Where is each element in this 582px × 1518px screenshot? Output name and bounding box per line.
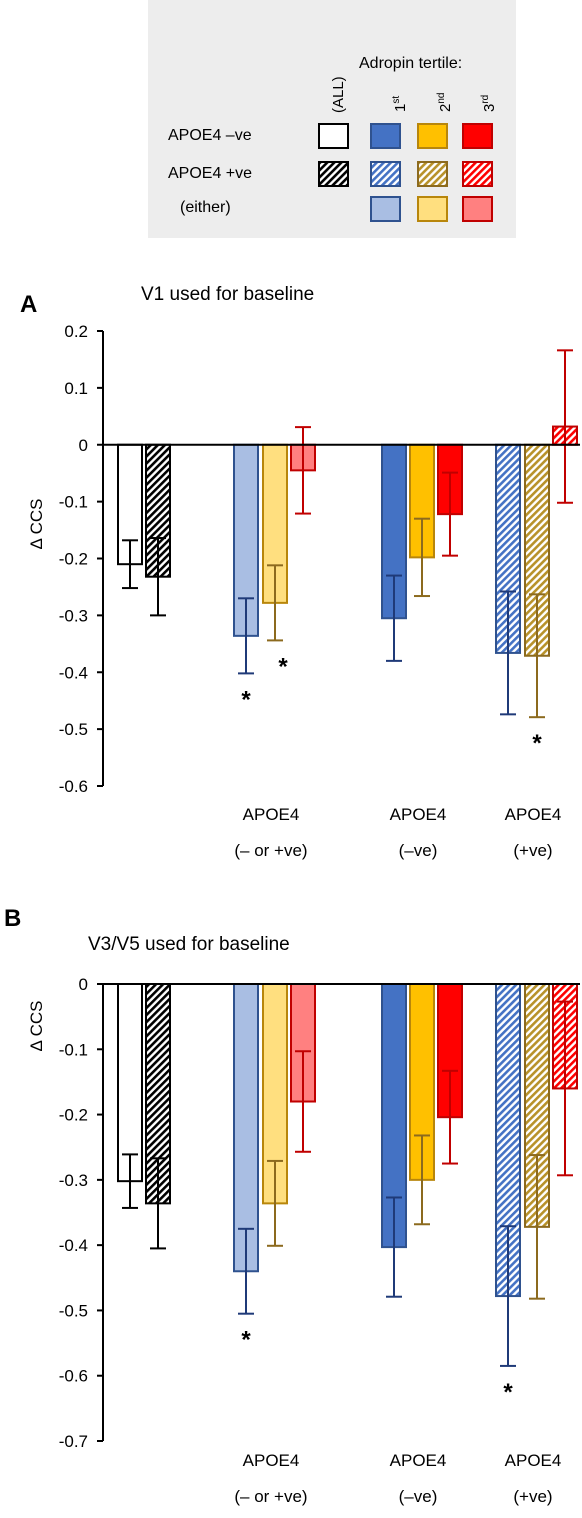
legend-swatch-t1-either xyxy=(370,196,401,222)
panel-b-group-3-line2: (+ve) xyxy=(513,1487,552,1506)
panel-a-y-tick-label: -0.2 xyxy=(59,550,88,569)
panel-a-y-ticks: 0.2 0.1 0 -0.1 -0.2 -0.3 -0.4 -0.5 -0.6 xyxy=(59,322,103,796)
legend-tertile-2: 2nd xyxy=(436,93,454,112)
legend-swatch-t2-neg xyxy=(417,123,448,149)
panel-a-y-tick-label: -0.1 xyxy=(59,493,88,512)
legend-header: Adropin tertile: xyxy=(359,55,462,72)
legend-swatch-t2-either xyxy=(417,196,448,222)
panel-a-significance-marker: * xyxy=(278,653,288,680)
panel-b-bar-1 xyxy=(117,983,143,1183)
panel-b-title: V3/V5 used for baseline xyxy=(88,934,290,955)
panel-b-y-tick-label: -0.4 xyxy=(59,1236,88,1255)
panel-a-bars xyxy=(117,349,578,719)
legend-swatch-t2-pos xyxy=(417,161,448,187)
panel-b-y-tick-label: -0.7 xyxy=(59,1432,88,1451)
panel-b-y-axis-label: Δ CCS xyxy=(27,1000,46,1051)
panel-a-group-1-line2: (– or +ve) xyxy=(234,841,307,860)
panel-b-category-labels: APOE4 (– or +ve) APOE4 (–ve) APOE4 (+ve) xyxy=(234,1451,561,1506)
panel-a-y-tick-label: -0.3 xyxy=(59,606,88,625)
panel-b-letter: B xyxy=(4,905,21,932)
panel-a-letter: A xyxy=(20,291,37,318)
legend-all-label: (ALL) xyxy=(330,76,347,113)
panel-a-y-tick-label: 0.1 xyxy=(64,379,88,398)
legend-tertile-3: 3rd xyxy=(480,95,498,112)
legend-swatch-t3-either xyxy=(462,196,493,222)
panel-a-y-tick-label: 0 xyxy=(79,436,88,455)
panel-a-y-tick-label: -0.4 xyxy=(59,663,88,682)
legend-row-label-pos: APOE4 +ve xyxy=(168,165,252,182)
panel-b-y-tick-label: -0.5 xyxy=(59,1301,88,1320)
panel-b-y-tick-label: -0.3 xyxy=(59,1171,88,1190)
legend-swatch-all-pos xyxy=(318,161,349,187)
panel-b-group-2-line1: APOE4 xyxy=(390,1451,447,1470)
panel-b-y-tick-label: -0.1 xyxy=(59,1040,88,1059)
panel-b-bar-3 xyxy=(233,983,259,1273)
panel-b-group-1-line1: APOE4 xyxy=(243,1451,300,1470)
legend-swatch-all-neg xyxy=(318,123,349,149)
panel-a-group-3-line2: (+ve) xyxy=(513,841,552,860)
panel-a-y-tick-label: -0.5 xyxy=(59,720,88,739)
panel-a-title: V1 used for baseline xyxy=(141,284,314,305)
panel-b-group-1-line2: (– or +ve) xyxy=(234,1487,307,1506)
panel-b-significance-marker: * xyxy=(503,1379,513,1406)
legend-tertile-1: 1st xyxy=(391,96,409,112)
panel-a-axes xyxy=(102,331,580,786)
panel-a-group-1-line1: APOE4 xyxy=(243,805,300,824)
panel-a-group-2-line2: (–ve) xyxy=(399,841,438,860)
panel-a-group-3-line1: APOE4 xyxy=(505,805,562,824)
legend-background xyxy=(148,0,516,238)
panel-b-y-ticks: 0 -0.1 -0.2 -0.3 -0.4 -0.5 -0.6 -0.7 xyxy=(59,975,103,1451)
panel-a-category-labels: APOE4 (– or +ve) APOE4 (–ve) APOE4 (+ve) xyxy=(234,805,561,860)
panel-b: B V3/V5 used for baseline Δ CCS 0 -0.1 -0.… xyxy=(4,905,580,1506)
panel-b-axes xyxy=(102,983,580,1441)
panel-a-y-axis-label: Δ CCS xyxy=(27,498,46,549)
panel-b-markers: ** xyxy=(241,1327,513,1406)
panel-b-significance-marker: * xyxy=(241,1327,251,1354)
legend-row-label-neg: APOE4 –ve xyxy=(168,127,252,144)
legend-swatch-t1-pos xyxy=(370,161,401,187)
panel-b-bars xyxy=(117,983,578,1367)
panel-b-group-2-line2: (–ve) xyxy=(399,1487,438,1506)
legend-row-label-either: (either) xyxy=(180,199,231,216)
legend-swatch-t3-pos xyxy=(462,161,493,187)
legend: Adropin tertile: (ALL) 1st 2nd 3rd APOE4… xyxy=(148,0,516,238)
panel-b-y-tick-label: 0 xyxy=(79,975,88,994)
panel-b-group-3-line1: APOE4 xyxy=(505,1451,562,1470)
panel-a-y-tick-label: 0.2 xyxy=(64,322,88,341)
panel-a: A V1 used for baseline Δ CCS 0.2 0.1 0 -0.1… xyxy=(20,284,580,860)
panel-a-y-tick-label: -0.6 xyxy=(59,777,88,796)
panel-a-significance-marker: * xyxy=(241,686,251,713)
panel-a-group-2-line1: APOE4 xyxy=(390,805,447,824)
panel-b-y-tick-label: -0.2 xyxy=(59,1106,88,1125)
panel-a-markers: * * * xyxy=(241,653,542,757)
legend-swatch-t3-neg xyxy=(462,123,493,149)
panel-a-significance-marker: * xyxy=(532,730,542,757)
legend-swatch-t1-neg xyxy=(370,123,401,149)
panel-b-y-tick-label: -0.6 xyxy=(59,1367,88,1386)
